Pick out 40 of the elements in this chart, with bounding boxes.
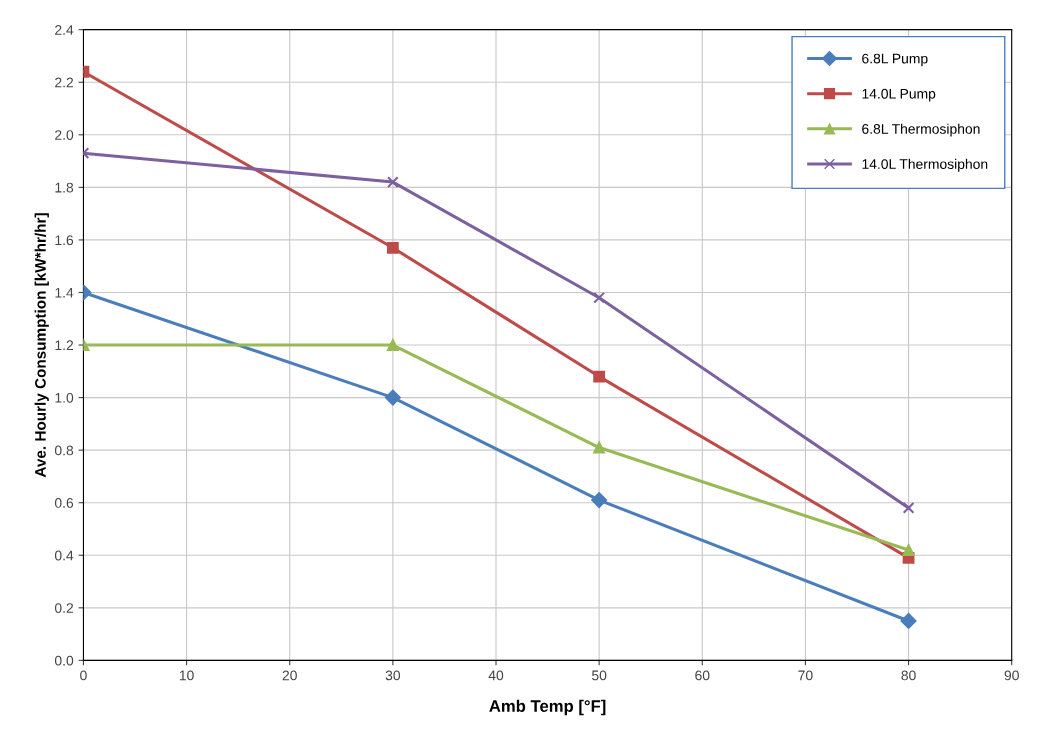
x-tick-label: 10 [179, 670, 194, 681]
point [902, 502, 915, 514]
point [902, 544, 915, 556]
point [384, 389, 401, 406]
y-tick-label: 1.2 [55, 340, 74, 351]
x-tick-label: 50 [591, 670, 607, 681]
point [593, 291, 606, 304]
y-axis-title: Ave. Hourly Consumption [kW*hr/hr] [34, 213, 49, 478]
x-tick-label: 20 [282, 670, 297, 681]
y-tick-label: 0.6 [54, 498, 74, 508]
y-tick-label: 0.2 [54, 603, 74, 613]
x-axis-title: Amb Temp [°F] [489, 699, 606, 716]
y-tick-label: 1.0 [55, 392, 74, 403]
point [593, 441, 606, 454]
point [593, 370, 606, 383]
x-tick-label: 70 [798, 670, 813, 681]
x-tick-label: 80 [901, 670, 916, 681]
x-tick-label: 60 [695, 670, 710, 681]
y-tick-label: 0.4 [54, 550, 74, 561]
y-tick-label: 0.8 [54, 445, 74, 456]
legend-label: 6.8L Pump [862, 53, 928, 67]
y-tick-label: 2.2 [55, 77, 74, 88]
legend-label: 6.8L Thermosiphon [862, 123, 980, 137]
x-tick-label: 30 [385, 670, 401, 681]
point [386, 241, 399, 254]
x-tick-label: 40 [488, 670, 504, 681]
x-tick-label: 90 [1004, 670, 1019, 681]
legend-label: 14.0L Thermosiphon [862, 158, 988, 172]
y-tick-label: 0.0 [54, 655, 74, 666]
legend-label: 14.0L Pump [862, 88, 936, 102]
y-tick-label: 2.4 [55, 25, 74, 35]
point [386, 339, 399, 351]
y-tick-label: 1.4 [55, 287, 74, 298]
point [591, 492, 608, 508]
y-tick-label: 2.0 [55, 130, 74, 140]
x-tick-label: 0 [80, 670, 87, 681]
point [900, 613, 917, 629]
y-tick-label: 1.6 [55, 235, 74, 246]
point [386, 176, 399, 188]
y-tick-label: 1.8 [55, 182, 74, 193]
